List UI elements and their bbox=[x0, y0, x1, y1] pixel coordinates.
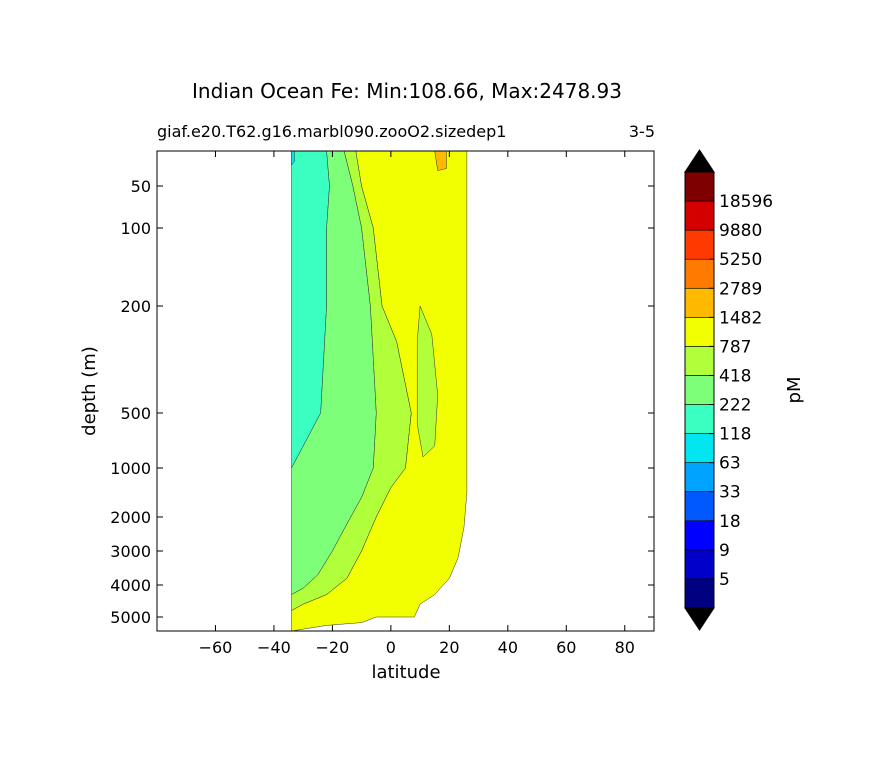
colorbar-band bbox=[684, 491, 715, 522]
colorbar-tick-label: 418 bbox=[719, 366, 751, 386]
colorbar-label: pM bbox=[784, 377, 805, 404]
colorbar-band bbox=[684, 258, 715, 289]
colorbar-band bbox=[684, 317, 715, 347]
colorbar-band bbox=[684, 287, 715, 318]
y-axis-label: depth (m) bbox=[79, 346, 100, 436]
colorbar-tick-label: 1482 bbox=[719, 308, 762, 328]
colorbar-band bbox=[684, 346, 715, 376]
y-tick-label: 4000 bbox=[110, 576, 151, 595]
y-tick-label: 500 bbox=[120, 404, 151, 423]
colorbar-tick-label: 33 bbox=[719, 483, 741, 503]
colorbar-band bbox=[684, 171, 715, 202]
y-tick-label: 1000 bbox=[110, 459, 151, 478]
colorbar-extend-max bbox=[684, 149, 715, 173]
x-tick-label: 40 bbox=[498, 638, 518, 657]
colorbar-band bbox=[684, 433, 715, 463]
chart-subtitle-left: giaf.e20.T62.g16.marbl090.zooO2.sizedep1 bbox=[157, 122, 506, 141]
colorbar: 5 9 18 33 63 118 222 418 787 1482 2789 5250 9880 1859… bbox=[684, 149, 805, 631]
colorbar-tick-label: 18 bbox=[719, 512, 741, 532]
chart-title: Indian Ocean Fe: Min:108.66, Max:2478.93 bbox=[192, 79, 622, 103]
plot-area: −60 −40 −20 0 20 40 60 80 50 100 200 500 1000 2000 30… bbox=[110, 150, 655, 657]
y-tick-label: 100 bbox=[120, 219, 151, 238]
y-tick-label: 2000 bbox=[110, 508, 151, 527]
y-tick-label: 5000 bbox=[110, 608, 151, 627]
colorbar-band bbox=[684, 229, 715, 260]
colorbar-tick-label: 9880 bbox=[719, 221, 762, 241]
x-tick-label: −60 bbox=[199, 638, 233, 657]
colorbar-band bbox=[684, 578, 715, 609]
contour-regions bbox=[291, 150, 468, 632]
colorbar-tick-labels: 5 9 18 33 63 118 222 418 787 1482 2789 5250 9880 1859… bbox=[709, 192, 773, 590]
contour-fe-418-787-north bbox=[416, 305, 438, 458]
colorbar-band bbox=[684, 404, 715, 434]
colorbar-tick-label: 787 bbox=[719, 337, 751, 357]
colorbar-tick-label: 9 bbox=[719, 541, 730, 561]
colorbar-bands bbox=[684, 149, 715, 631]
y-tick-label: 50 bbox=[131, 177, 151, 196]
colorbar-tick-label: 5 bbox=[719, 570, 730, 590]
contour-fe-787-1482 bbox=[291, 150, 468, 632]
colorbar-band bbox=[684, 520, 715, 551]
x-tick-label: −20 bbox=[316, 638, 350, 657]
x-tick-label: −40 bbox=[257, 638, 291, 657]
colorbar-tick-label: 2789 bbox=[719, 279, 762, 299]
chart-subtitle-right: 3-5 bbox=[629, 122, 655, 141]
y-tick-label: 3000 bbox=[110, 542, 151, 561]
colorbar-frame bbox=[684, 171, 715, 609]
x-tick-label: 60 bbox=[556, 638, 576, 657]
colorbar-band bbox=[684, 462, 715, 493]
y-axis-ticks: 50 100 200 500 1000 2000 3000 4000 5000 bbox=[110, 177, 654, 627]
x-axis-ticks: −60 −40 −20 0 20 40 60 80 bbox=[199, 151, 635, 657]
plot-frame bbox=[156, 150, 655, 632]
colorbar-tick-label: 118 bbox=[719, 425, 751, 445]
x-tick-label: 20 bbox=[439, 638, 459, 657]
x-axis-label: latitude bbox=[371, 662, 440, 683]
colorbar-band bbox=[684, 375, 715, 405]
colorbar-band bbox=[684, 200, 715, 231]
x-tick-label: 0 bbox=[386, 638, 396, 657]
colorbar-tick-label: 222 bbox=[719, 396, 751, 416]
colorbar-extend-min bbox=[684, 607, 715, 631]
colorbar-tick-label: 18596 bbox=[719, 192, 773, 212]
colorbar-tick-label: 63 bbox=[719, 454, 741, 474]
colorbar-tick-label: 5250 bbox=[719, 250, 762, 270]
y-tick-label: 200 bbox=[120, 297, 151, 316]
colorbar-band bbox=[684, 549, 715, 580]
x-tick-label: 80 bbox=[615, 638, 635, 657]
